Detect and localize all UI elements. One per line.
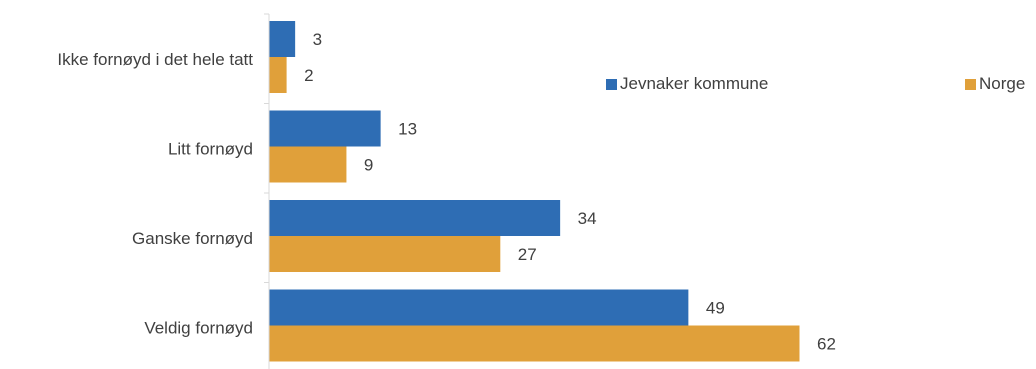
category-label: Ikke fornøyd i det hele tatt [57, 50, 253, 69]
bars-group [269, 21, 800, 362]
data-label: 62 [817, 335, 836, 354]
bar-norge [269, 325, 800, 362]
data-label: 49 [706, 299, 725, 318]
bar-norge [269, 236, 501, 272]
legend-label-jevnaker: Jevnaker kommune [620, 74, 769, 93]
bar-jevnaker [269, 110, 381, 147]
bar-jevnaker [269, 200, 561, 236]
legend-swatch-norge [965, 78, 976, 90]
data-label: 9 [364, 156, 373, 175]
category-axis [264, 13, 270, 369]
bar-norge [269, 57, 287, 93]
data-label: 3 [313, 30, 322, 49]
category-label: Veldig fornøyd [144, 318, 253, 337]
bar-norge [269, 146, 347, 183]
category-label: Litt fornøyd [168, 139, 253, 158]
legend-item-jevnaker: Jevnaker kommune [606, 74, 768, 94]
labels-group: Ikke fornøyd i det hele tatt 32 Litt fornø… [57, 30, 836, 354]
legend-item-norge: Norge [965, 74, 1025, 94]
bar-jevnaker [269, 289, 689, 326]
data-label: 2 [304, 66, 313, 85]
legend-swatch-jevnaker [606, 78, 617, 90]
data-label: 13 [398, 120, 417, 139]
bar-jevnaker [269, 21, 296, 57]
data-label: 34 [578, 209, 597, 228]
category-label: Ganske fornøyd [132, 229, 253, 248]
data-label: 27 [518, 245, 537, 264]
legend-label-norge: Norge [979, 74, 1026, 93]
